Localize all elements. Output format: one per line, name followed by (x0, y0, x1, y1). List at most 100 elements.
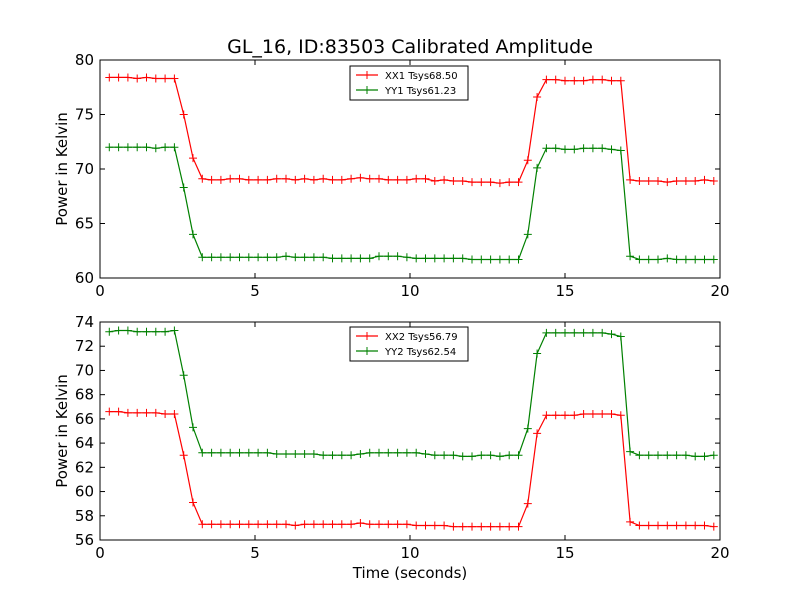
data-point (644, 451, 653, 460)
data-point (375, 174, 383, 183)
y-axis-label: Power in Kelvin (53, 112, 71, 226)
data-point (254, 253, 263, 262)
data-point (123, 326, 132, 335)
data-point (384, 520, 393, 529)
data-point (449, 522, 458, 531)
data-point (142, 408, 151, 417)
data-point (505, 522, 514, 531)
data-point (151, 144, 160, 153)
legend-label: YY1 Tsys61.23 (384, 86, 456, 97)
data-point (179, 110, 188, 119)
data-point (440, 175, 449, 184)
data-point (384, 448, 393, 457)
data-point (468, 255, 476, 264)
data-point (430, 451, 439, 460)
data-point (272, 520, 281, 529)
data-point (523, 230, 532, 239)
data-point (300, 450, 309, 459)
data-point (412, 448, 421, 457)
data-point (635, 521, 644, 530)
data-point (616, 411, 625, 420)
data-point (384, 252, 393, 261)
data-point (523, 499, 532, 508)
legend-box (349, 326, 469, 362)
data-point (133, 327, 142, 336)
data-point (319, 174, 328, 183)
data-point (551, 328, 560, 337)
data-point (282, 520, 290, 529)
data-point (477, 451, 486, 460)
data-point (309, 520, 318, 529)
data-point (328, 175, 337, 184)
y-tick-label: 74 (75, 313, 94, 331)
data-point (430, 521, 439, 530)
data-point (189, 423, 197, 432)
legend-label: XX1 Tsys68.50 (385, 71, 458, 82)
data-point (170, 326, 179, 335)
data-point (570, 76, 579, 85)
x-axis-label: Time (seconds) (352, 564, 468, 582)
data-point (588, 144, 597, 153)
data-point (356, 450, 365, 459)
data-point (486, 522, 495, 531)
data-point (598, 144, 607, 153)
x-tick-label: 15 (555, 544, 574, 562)
data-point (170, 410, 179, 419)
data-point (588, 410, 597, 419)
data-point (254, 520, 263, 529)
data-point (226, 520, 235, 529)
data-point (207, 448, 216, 457)
data-point (691, 521, 700, 530)
data-point (402, 520, 411, 529)
data-point (477, 255, 486, 264)
data-point (189, 230, 197, 239)
data-point (635, 451, 644, 460)
data-point (161, 74, 170, 83)
data-point (291, 253, 300, 262)
data-point (198, 520, 207, 529)
data-point (542, 328, 551, 337)
data-point (458, 254, 467, 263)
data-point (151, 327, 160, 336)
data-point (672, 451, 681, 460)
data-point (105, 407, 114, 416)
data-point (561, 145, 569, 154)
data-point (654, 451, 662, 460)
data-point (672, 255, 681, 264)
y-tick-label: 64 (75, 434, 94, 452)
y-axis-label: Power in Kelvin (53, 374, 71, 488)
data-point (709, 176, 718, 185)
data-point (561, 328, 569, 337)
data-point (626, 252, 635, 261)
data-point (561, 76, 569, 85)
data-point (198, 448, 207, 457)
data-point (458, 176, 467, 185)
data-point (495, 452, 504, 461)
data-point (272, 253, 281, 262)
data-point (440, 521, 449, 530)
data-point (681, 255, 690, 264)
legend-label: YY2 Tsys62.54 (384, 347, 456, 358)
data-point (189, 498, 197, 507)
data-point (207, 253, 216, 262)
data-point (365, 254, 374, 263)
y-tick-label: 60 (75, 483, 94, 501)
data-point (142, 327, 151, 336)
y-tick-label: 70 (75, 361, 94, 379)
data-point (495, 522, 504, 531)
data-point (216, 253, 225, 262)
data-point (263, 448, 272, 457)
data-point (709, 255, 718, 264)
data-point (179, 451, 188, 460)
data-point (412, 254, 421, 263)
data-point (337, 520, 346, 529)
data-point (477, 178, 486, 187)
data-point (282, 450, 290, 459)
data-point (663, 254, 672, 263)
data-point (486, 451, 495, 460)
data-point (356, 519, 365, 528)
data-point (663, 521, 672, 530)
data-point (347, 451, 356, 460)
data-point (551, 75, 560, 84)
data-point (458, 522, 467, 531)
